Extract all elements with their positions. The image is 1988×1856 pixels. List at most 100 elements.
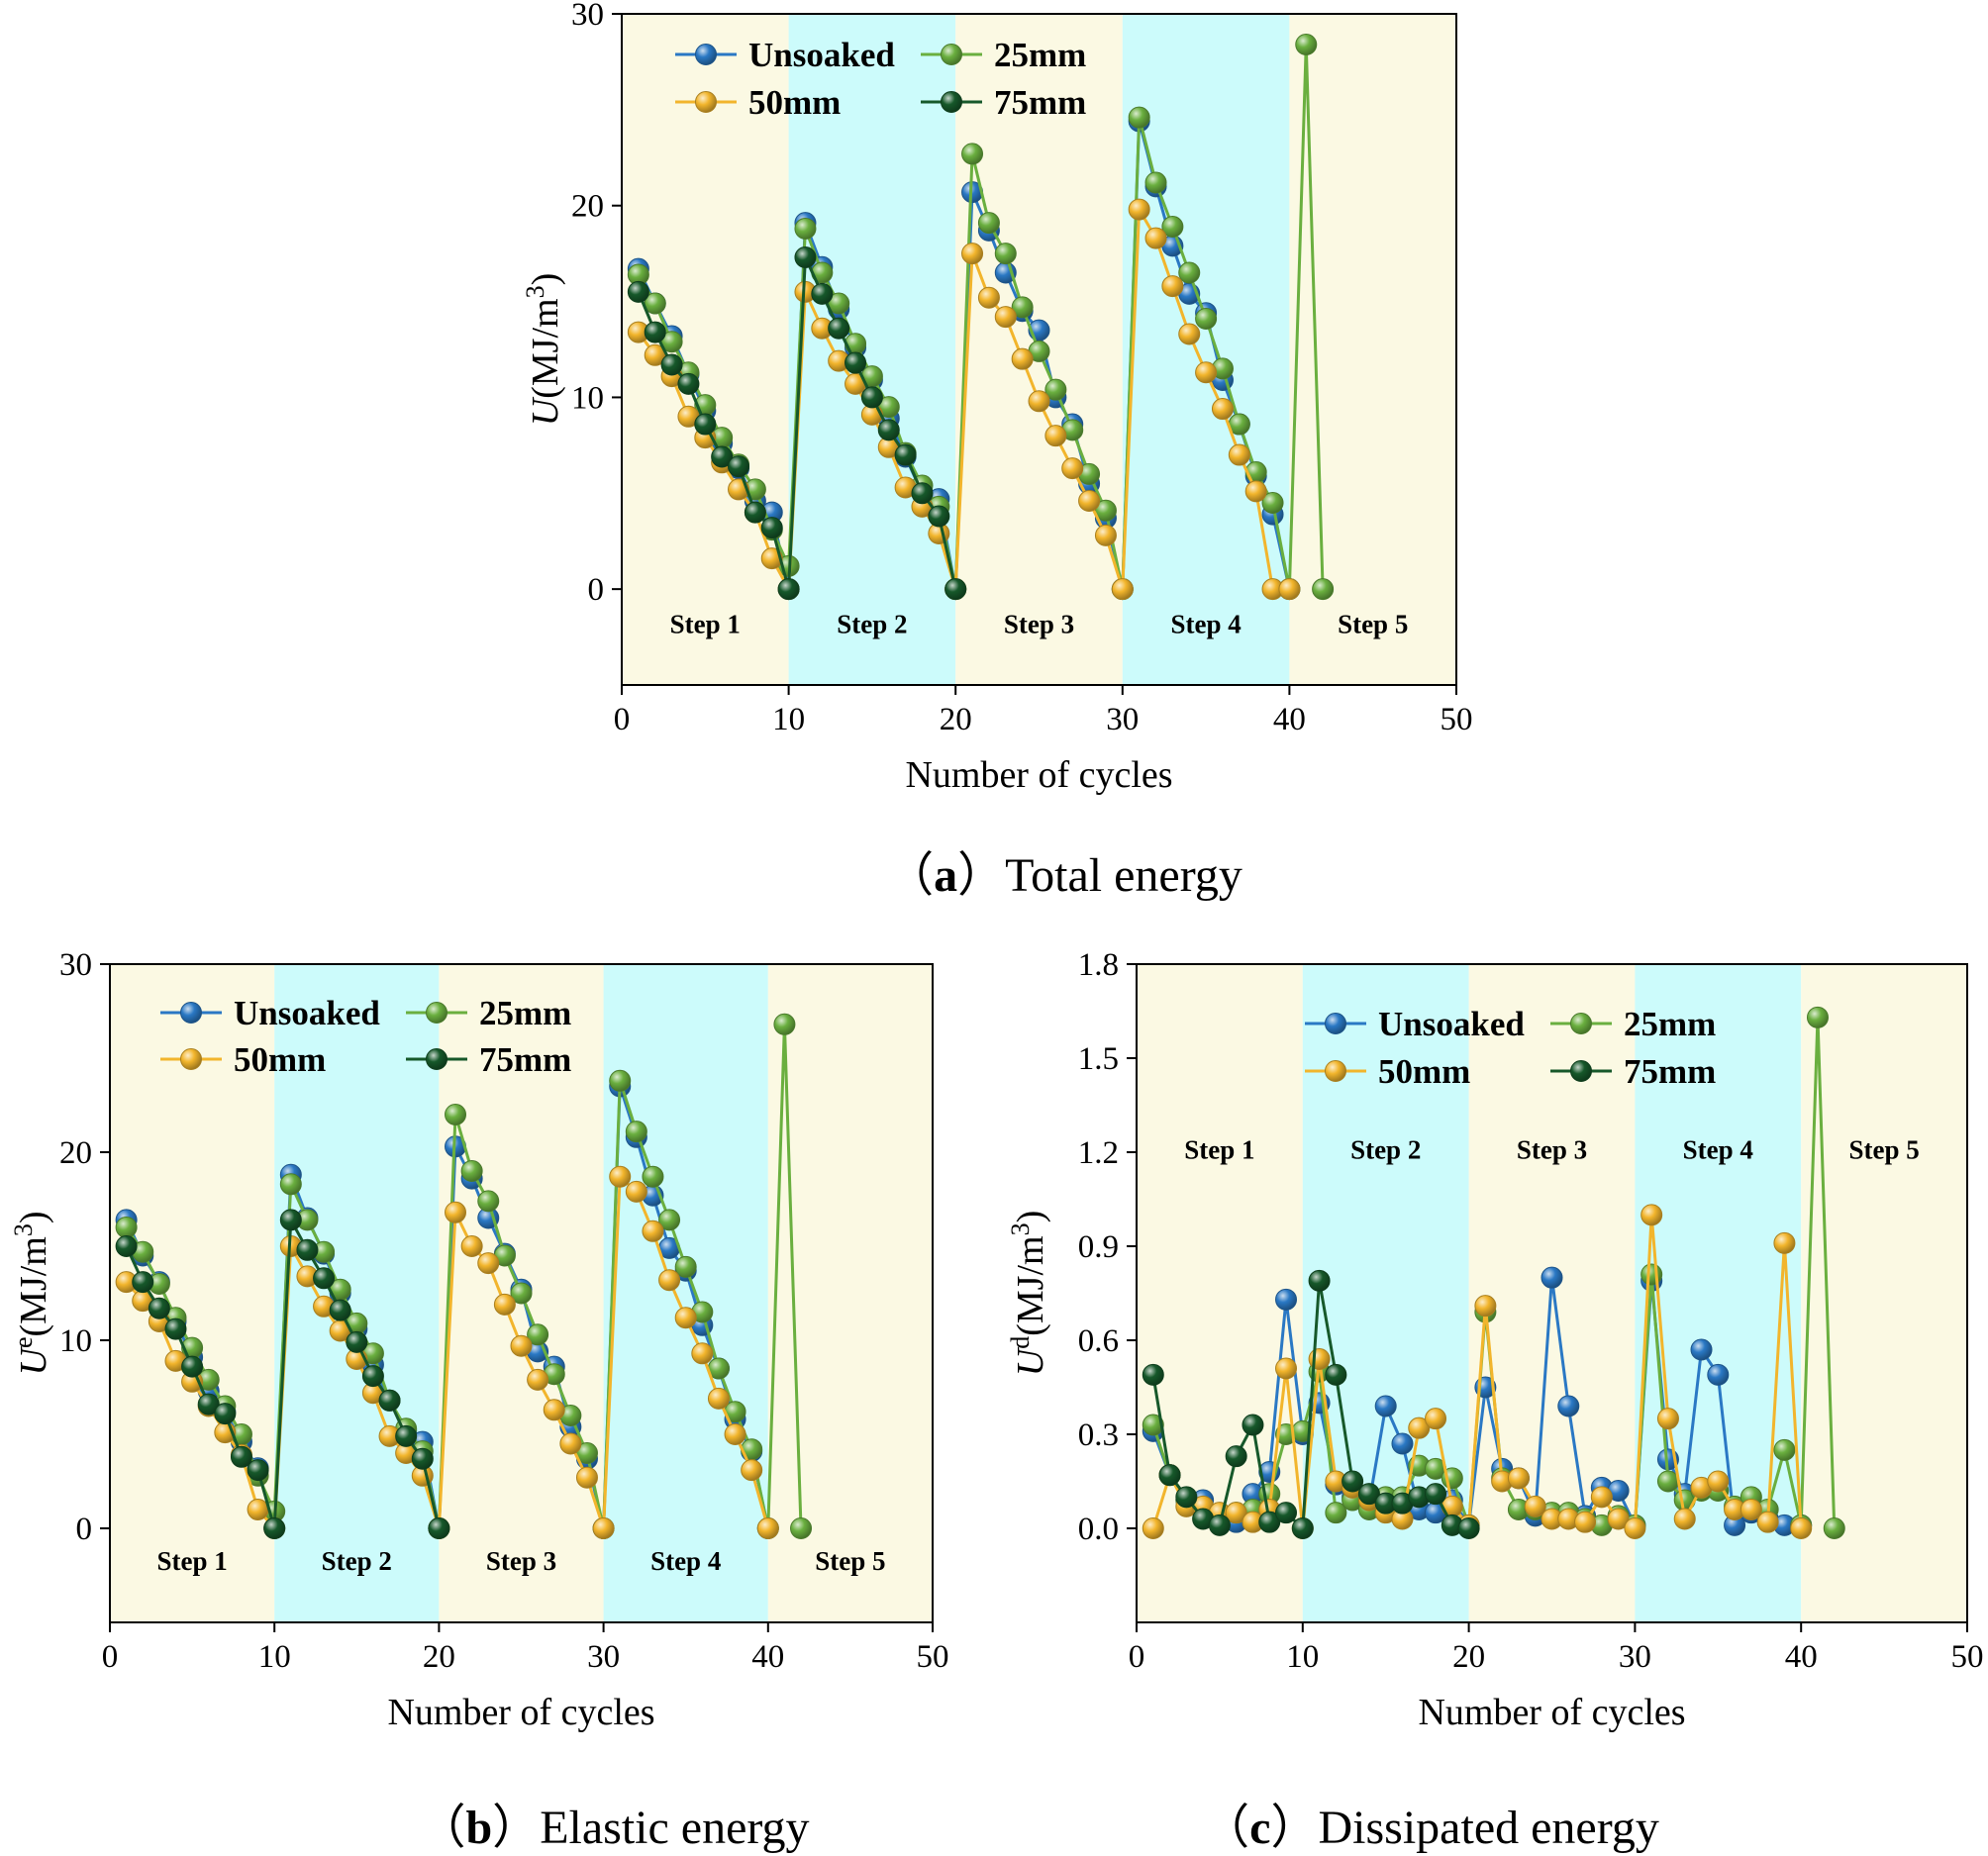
step-label: Step 1 [670,610,741,639]
y-tick-label: 30 [571,0,604,33]
data-point [1028,390,1050,413]
legend-swatch-marker [426,1048,447,1070]
data-point [1142,1517,1164,1539]
plot-frame [1136,963,1968,1623]
data-point [1707,1363,1730,1386]
data-point [543,1399,565,1421]
series-75mm [115,1209,450,1539]
step-label: Step 3 [1517,1134,1587,1164]
data-point [1175,1486,1198,1509]
step-band [788,14,956,685]
step-label: Step 2 [322,1546,392,1576]
data-point [777,578,800,601]
data-point [527,1368,549,1391]
y-tick-label: 30 [59,947,92,983]
x-tick-label: 0 [614,702,631,737]
y-axis-symbol: U [13,1346,54,1376]
data-point [860,386,883,409]
data-point [677,372,700,395]
y-tick-label: 1.5 [1078,1041,1119,1077]
data-point [694,413,717,436]
legend-swatch-marker [941,44,962,65]
data-point [575,1466,598,1489]
caption-open-paren: （ [418,1802,465,1854]
data-point [1590,1486,1613,1509]
y-axis-unit-close: ) [525,273,566,286]
step-label: Step 1 [1184,1134,1254,1164]
panel-caption: （a）Total energy [886,849,1242,902]
caption-letter: a [934,849,957,902]
data-point [1061,457,1084,480]
data-point [1178,261,1201,284]
data-point [724,1423,746,1445]
legend-label: 25mm [1624,1005,1716,1043]
data-point [674,1255,697,1278]
caption-close-paren: ） [957,849,1005,902]
y-tick-label: 20 [59,1135,92,1171]
legend-swatch-marker [180,1048,202,1070]
data-point [164,1318,187,1340]
data-point [1094,524,1117,546]
data-point [148,1297,170,1319]
legend-label: 50mm [1378,1052,1470,1091]
data-point [1425,1483,1447,1506]
data-point [1790,1517,1813,1539]
data-point [1011,347,1034,370]
data-point [1640,1263,1663,1286]
panel-caption: （c）Dissipated energy [1202,1802,1659,1854]
data-point [346,1330,368,1353]
x-tick-label: 40 [1785,1639,1818,1675]
step-label: Step 3 [1004,610,1074,639]
data-point [395,1424,418,1447]
y-axis-superscript: d [1006,1336,1035,1349]
data-point [642,1220,664,1242]
data-point [811,282,834,305]
data-point [911,482,934,505]
legend-swatch-marker [1325,1060,1346,1082]
data-point [115,1217,138,1238]
step-label: Step 4 [1683,1134,1753,1164]
step-band [767,964,933,1622]
data-point [493,1293,516,1316]
caption-close-paren: ） [492,1802,540,1854]
caption-text: Dissipated energy [1318,1802,1658,1854]
data-point [994,306,1017,329]
data-point [1242,1414,1264,1436]
y-tick-label: 10 [571,380,604,416]
x-tick-label: 10 [1286,1639,1319,1675]
y-axis-unit: (MJ/m [13,1236,54,1336]
y-axis-unit: (MJ/m [1010,1235,1051,1335]
data-point [1823,1517,1845,1539]
step-label: Step 4 [1170,610,1241,639]
y-tick-label: 20 [571,189,604,225]
data-point [1574,1511,1597,1533]
data-point [828,317,850,340]
legend-swatch-marker [1325,1013,1346,1034]
data-point [477,1252,500,1275]
legend: Unsoaked 25mm 50mm 75mm [675,36,1086,122]
plot-frame [621,13,1457,686]
data-point [230,1445,252,1468]
data-point [1295,33,1318,55]
data-point [378,1389,401,1412]
y-axis-unit-superscript: 3 [521,285,549,298]
data-point [1740,1499,1762,1520]
x-tick-label: 10 [258,1639,291,1675]
y-tick-label: 0 [76,1512,93,1547]
data-point [1225,1445,1247,1468]
x-tick-label: 10 [772,702,805,737]
data-point [728,455,750,478]
data-point [977,212,1000,235]
y-tick-label: 0 [588,572,605,608]
legend-label: 75mm [1624,1052,1716,1091]
caption-text: Total energy [1005,849,1242,902]
x-tick-label: 30 [587,1639,620,1675]
data-point [658,1209,681,1231]
y-axis-unit-close: ) [1010,1211,1051,1223]
data-point [642,1165,664,1188]
series-line [637,204,1290,595]
data-point [1261,491,1284,514]
data-point [1258,1511,1281,1533]
data-point [1374,1395,1397,1417]
data-point [1291,1517,1314,1539]
